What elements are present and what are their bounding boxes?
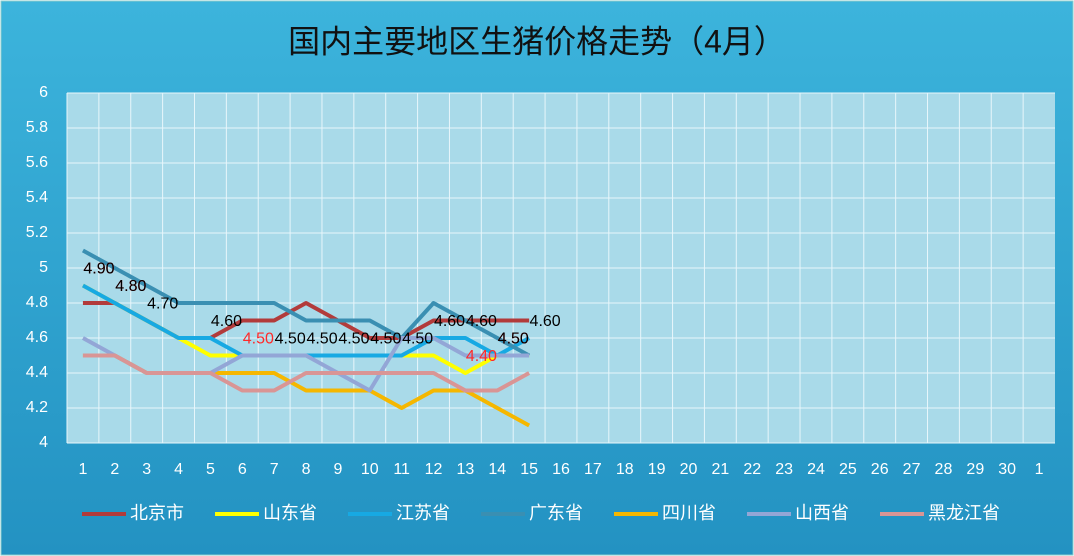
- data-label: 4.40: [466, 348, 497, 365]
- x-tick-label: 30: [998, 461, 1016, 478]
- x-tick-label: 3: [142, 461, 151, 478]
- legend-label: 山西省: [795, 503, 849, 523]
- data-label: 4.50: [370, 331, 401, 348]
- x-tick-label: 2: [110, 461, 119, 478]
- x-tick-label: 9: [333, 461, 342, 478]
- data-label: 4.90: [83, 261, 114, 278]
- y-tick-label: 4.8: [26, 294, 48, 311]
- legend-label: 北京市: [130, 503, 184, 523]
- data-label: 4.50: [275, 331, 306, 348]
- x-tick-label: 8: [302, 461, 311, 478]
- data-label: 4.50: [498, 331, 529, 348]
- y-tick-label: 4.4: [26, 364, 48, 381]
- data-label: 4.90: [83, 261, 114, 278]
- data-label: 4.50: [498, 331, 529, 348]
- legend-label: 山东省: [263, 503, 317, 523]
- x-tick-label: 24: [807, 461, 825, 478]
- data-label: 4.50: [306, 331, 337, 348]
- x-tick-label: 19: [648, 461, 666, 478]
- x-tick-label: 14: [488, 461, 506, 478]
- series-line: [81, 248, 531, 358]
- x-tick-label: 7: [270, 461, 279, 478]
- y-tick-label: 4: [39, 434, 48, 451]
- y-tick-label: 5.4: [26, 189, 48, 206]
- x-tick-label: 27: [903, 461, 921, 478]
- data-label: 4.80: [115, 278, 146, 295]
- y-tick-label: 4.6: [26, 329, 48, 346]
- legend-label: 黑龙江省: [928, 503, 1000, 523]
- x-tick-label: 5: [206, 461, 215, 478]
- x-tick-label: 26: [871, 461, 889, 478]
- x-tick-label: 11: [393, 461, 410, 478]
- data-label: 4.80: [115, 278, 146, 295]
- y-tick-label: 5.8: [26, 119, 48, 136]
- x-tick-label: 16: [552, 461, 570, 478]
- y-tick-label: 5.2: [26, 224, 48, 241]
- data-label: 4.50: [338, 331, 369, 348]
- x-tick-label: 18: [616, 461, 634, 478]
- x-tick-label: 17: [584, 461, 602, 478]
- legend-label: 江苏省: [396, 503, 450, 523]
- x-tick-label: 4: [174, 461, 183, 478]
- x-tick-label: 15: [520, 461, 538, 478]
- x-tick-label: 22: [743, 461, 761, 478]
- y-tick-label: 4.2: [26, 399, 48, 416]
- y-tick-label: 5: [39, 259, 48, 276]
- x-tick-label: 6: [238, 461, 247, 478]
- x-tick-label: 1: [78, 461, 87, 478]
- series-line: [82, 353, 531, 393]
- y-tick-label: 6: [39, 84, 48, 101]
- legend-label: 广东省: [529, 503, 583, 523]
- x-tick-label: 23: [775, 461, 793, 478]
- x-tick-label: 29: [966, 461, 984, 478]
- data-label: 4.60: [466, 313, 497, 330]
- data-label: 4.50: [243, 331, 274, 348]
- x-tick-label: 1: [1035, 461, 1044, 478]
- x-tick-label: 10: [361, 461, 379, 478]
- x-tick-label: 28: [935, 461, 953, 478]
- legend-label: 四川省: [662, 503, 716, 523]
- chart-title: 国内主要地区生猪价格走势（4月）: [288, 23, 786, 59]
- x-tick-label: 12: [425, 461, 443, 478]
- data-label: 4.70: [147, 296, 178, 313]
- x-tick-label: 21: [711, 461, 729, 478]
- data-label: 4.60: [530, 313, 561, 330]
- data-label: 4.50: [402, 331, 433, 348]
- x-tick-label: 25: [839, 461, 857, 478]
- data-label: 4.60: [211, 313, 242, 330]
- data-label: 4.60: [434, 313, 465, 330]
- x-tick-label: 20: [680, 461, 698, 478]
- y-tick-label: 5.6: [26, 154, 48, 171]
- x-tick-label: 13: [456, 461, 474, 478]
